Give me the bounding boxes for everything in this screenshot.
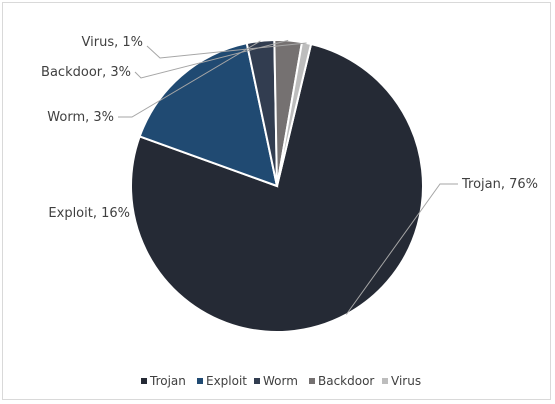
data-label-exploit: Exploit, 16% [48, 206, 130, 221]
leader-line-worm [118, 40, 261, 118]
pie-slices [130, 39, 424, 333]
legend-marker-backdoor [309, 378, 315, 384]
pie-slice-exploit [138, 41, 279, 188]
legend-label-trojan: Trojan [149, 374, 186, 388]
data-label-trojan: Trojan, 76% [461, 177, 538, 192]
data-labels: Trojan, 76% Exploit, 16% Worm, 3% Backdo… [41, 35, 538, 221]
leader-lines [118, 39, 458, 315]
legend-label-virus: Virus [391, 374, 421, 388]
legend-marker-exploit [197, 378, 203, 384]
legend-marker-virus [382, 378, 388, 384]
leader-line-backdoor [134, 39, 289, 79]
pie-slice-trojan [130, 42, 424, 333]
legend-marker-worm [254, 378, 260, 384]
data-label-worm: Worm, 3% [47, 110, 114, 125]
leader-line-virus [146, 42, 307, 59]
legend-marker-trojan [141, 378, 147, 384]
legend-label-exploit: Exploit [206, 374, 247, 388]
legend-label-backdoor: Backdoor [318, 374, 374, 388]
legend-label-worm: Worm [263, 374, 298, 388]
data-label-backdoor: Backdoor, 3% [41, 65, 131, 80]
leader-line-trojan [345, 183, 458, 315]
legend: Trojan Exploit Worm Backdoor Virus [141, 374, 421, 388]
data-label-virus: Virus, 1% [82, 35, 143, 50]
